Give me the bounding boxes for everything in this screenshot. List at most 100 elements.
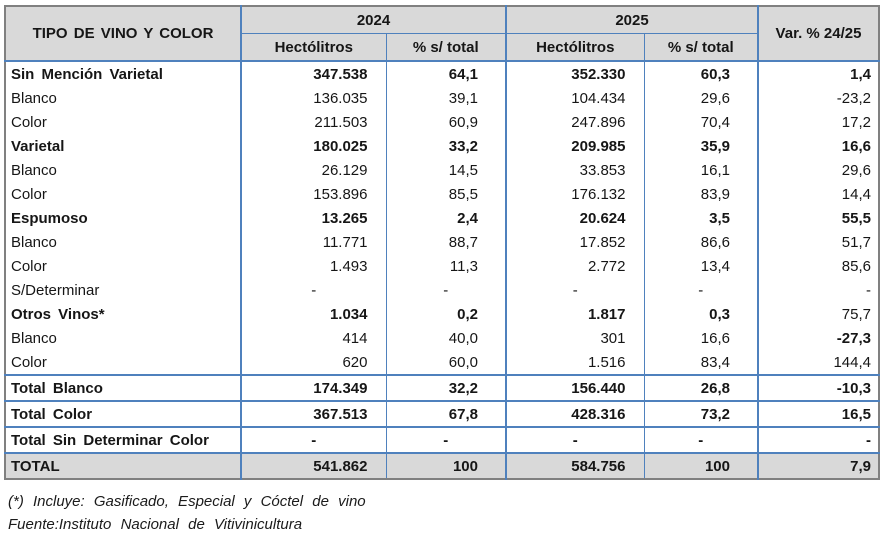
cell-hectoliters-2024: 620 <box>240 350 386 375</box>
table-header: TIPO DE VINO Y COLOR 2024 2025 Var. % 24… <box>5 6 879 62</box>
cell-pct-2024: 14,5 <box>385 158 506 182</box>
cell-var-pct: -10,3 <box>757 374 879 401</box>
cell-hectoliters-2024: 1.034 <box>240 302 386 326</box>
cell-hectoliters-2025: 2.772 <box>505 254 644 278</box>
cell-pct-2024: 64,1 <box>385 61 506 86</box>
cell-pct-2024: - <box>385 426 506 453</box>
cell-label: Color <box>11 185 47 203</box>
cell-pct-2024: 32,2 <box>385 374 506 401</box>
cell-label: Blanco <box>11 329 57 347</box>
cell-hectoliters-2024: 180.025 <box>240 134 386 158</box>
cell-hectoliters-2024: 414 <box>240 326 386 350</box>
cell-hectoliters-2025: 104.434 <box>505 86 644 110</box>
cell-label: S/Determinar <box>11 281 100 299</box>
cell-pct-2024: 39,1 <box>385 86 506 110</box>
cell-var-pct: 17,2 <box>757 110 879 134</box>
column-header-pct-2025: % s/ total <box>643 33 758 62</box>
cell-hectoliters-2024: - <box>240 426 386 453</box>
cell-pct-2025: 0,3 <box>643 302 758 326</box>
cell-label: Varietal <box>11 137 65 155</box>
cell-var-pct: -23,2 <box>757 86 879 110</box>
cell-var-pct: - <box>757 426 879 453</box>
cell-var-pct: 16,6 <box>757 134 879 158</box>
table-row: Espumoso 13.265 2,4 20.624 3,5 55,5 <box>5 206 879 230</box>
cell-var-pct: 1,4 <box>757 61 879 86</box>
cell-hectoliters-2024: 541.862 <box>240 452 386 479</box>
header-row-years: TIPO DE VINO Y COLOR 2024 2025 Var. % 24… <box>5 6 879 62</box>
table-row: Color 1.493 11,3 2.772 13,4 85,6 <box>5 254 879 278</box>
cell-pct-2024: 0,2 <box>385 302 506 326</box>
table-row: Color 153.896 85,5 176.132 83,9 14,4 <box>5 182 879 206</box>
cell-label: Espumoso <box>11 209 88 227</box>
table-row: Color 620 60,0 1.516 83,4 144,4 <box>5 350 879 375</box>
table-row: Otros Vinos* 1.034 0,2 1.817 0,3 75,7 <box>5 302 879 326</box>
table-row-total-sin-determinar: Total Sin Determinar Color - - - - - <box>5 426 879 453</box>
cell-hectoliters-2024: 11.771 <box>240 230 386 254</box>
cell-pct-2025: 100 <box>643 452 758 479</box>
cell-hectoliters-2024: 26.129 <box>240 158 386 182</box>
cell-label: Blanco <box>11 161 57 179</box>
cell-var-pct: 29,6 <box>757 158 879 182</box>
cell-var-pct: 7,9 <box>757 452 879 479</box>
cell-hectoliters-2024: 136.035 <box>240 86 386 110</box>
cell-label: Total Blanco <box>5 374 241 401</box>
cell-hectoliters-2025: - <box>505 278 644 302</box>
cell-var-pct: 51,7 <box>757 230 879 254</box>
cell-pct-2025: 35,9 <box>643 134 758 158</box>
table-row: Blanco 26.129 14,5 33.853 16,1 29,6 <box>5 158 879 182</box>
cell-hectoliters-2025: 156.440 <box>505 374 644 401</box>
cell-var-pct: 75,7 <box>757 302 879 326</box>
cell-hectoliters-2025: 176.132 <box>505 182 644 206</box>
cell-label: Blanco <box>11 233 57 251</box>
cell-var-pct: 55,5 <box>757 206 879 230</box>
table-row: Color 211.503 60,9 247.896 70,4 17,2 <box>5 110 879 134</box>
cell-label: Total Sin Determinar Color <box>5 426 241 453</box>
cell-hectoliters-2024: 153.896 <box>240 182 386 206</box>
cell-hectoliters-2024: 1.493 <box>240 254 386 278</box>
cell-hectoliters-2025: 1.516 <box>505 350 644 375</box>
cell-hectoliters-2025: 352.330 <box>505 61 644 86</box>
table-row-total-blanco: Total Blanco 174.349 32,2 156.440 26,8 -… <box>5 374 879 401</box>
footnote-source: Fuente:Instituto Nacional de Vitivinicul… <box>8 516 303 533</box>
table-row: S/Determinar - - - - - <box>5 278 879 302</box>
table-row: Blanco 414 40,0 301 16,6 -27,3 <box>5 326 879 350</box>
footnote-includes: (*) Incluye: Gasificado, Especial y Cóct… <box>8 493 366 510</box>
cell-hectoliters-2025: 20.624 <box>505 206 644 230</box>
column-header-2025: 2025 <box>505 6 758 34</box>
cell-label: Sin Mención Varietal <box>11 65 163 83</box>
table-row: Blanco 136.035 39,1 104.434 29,6 -23,2 <box>5 86 879 110</box>
cell-pct-2025: 3,5 <box>643 206 758 230</box>
cell-pct-2025: - <box>643 278 758 302</box>
cell-hectoliters-2024: 211.503 <box>240 110 386 134</box>
column-header-pct-2024: % s/ total <box>385 33 506 62</box>
cell-label: Otros Vinos* <box>11 305 105 323</box>
table-row-total-color: Total Color 367.513 67,8 428.316 73,2 16… <box>5 400 879 427</box>
cell-hectoliters-2024: 13.265 <box>240 206 386 230</box>
cell-var-pct: 16,5 <box>757 400 879 427</box>
cell-pct-2025: 60,3 <box>643 61 758 86</box>
cell-pct-2024: 40,0 <box>385 326 506 350</box>
cell-pct-2025: 73,2 <box>643 400 758 427</box>
table-row: Sin Mención Varietal 347.538 64,1 352.33… <box>5 61 879 86</box>
table-row: Blanco 11.771 88,7 17.852 86,6 51,7 <box>5 230 879 254</box>
cell-hectoliters-2025: 17.852 <box>505 230 644 254</box>
cell-label: Color <box>11 353 47 371</box>
cell-pct-2025: 86,6 <box>643 230 758 254</box>
cell-hectoliters-2024: 347.538 <box>240 61 386 86</box>
cell-pct-2025: 83,9 <box>643 182 758 206</box>
table-body: Sin Mención Varietal 347.538 64,1 352.33… <box>5 61 879 479</box>
table-row: Varietal 180.025 33,2 209.985 35,9 16,6 <box>5 134 879 158</box>
cell-label: Color <box>11 257 47 275</box>
cell-hectoliters-2024: 367.513 <box>240 400 386 427</box>
cell-hectoliters-2024: - <box>240 278 386 302</box>
cell-pct-2025: 83,4 <box>643 350 758 375</box>
cell-pct-2024: 11,3 <box>385 254 506 278</box>
cell-label: Total Color <box>5 400 241 427</box>
cell-pct-2024: 60,0 <box>385 350 506 375</box>
cell-hectoliters-2025: 301 <box>505 326 644 350</box>
cell-hectoliters-2025: 209.985 <box>505 134 644 158</box>
column-header-hectoliters-2025: Hectólitros <box>505 33 644 62</box>
column-header-2024: 2024 <box>240 6 506 34</box>
cell-pct-2025: 16,1 <box>643 158 758 182</box>
